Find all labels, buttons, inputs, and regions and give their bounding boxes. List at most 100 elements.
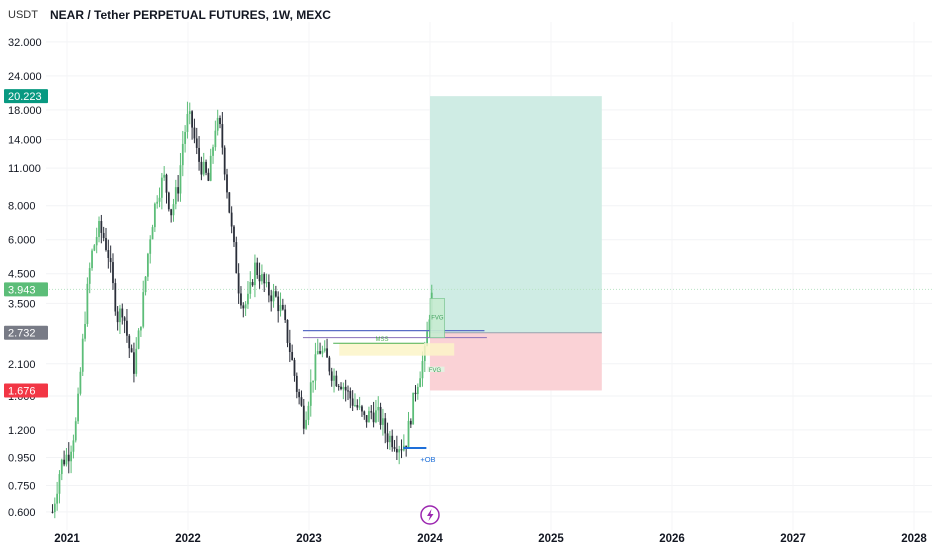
y-tick-label: 0.600: [8, 507, 36, 519]
candle-body: [160, 177, 163, 198]
candle-body: [412, 392, 415, 425]
candle-body: [77, 393, 79, 422]
candle-body: [144, 276, 147, 293]
candle-body: [163, 174, 166, 178]
candle-body: [247, 293, 249, 305]
candle-body: [242, 305, 245, 309]
y-tick-label: 11.000: [8, 163, 41, 175]
y-tick-label: 0.750: [8, 480, 36, 492]
candle-body: [407, 420, 410, 448]
fvg-zone: [429, 298, 445, 339]
candle-body: [219, 117, 221, 125]
candle-body: [307, 405, 310, 420]
price-tag-label: 2.732: [8, 328, 36, 340]
candle-body: [137, 330, 140, 349]
candle-body: [288, 342, 291, 352]
price-axis: 32.000 24.000 18.000 14.000 11.000 8.000 6.000…: [8, 37, 42, 519]
fvg-lower-label: FVG: [429, 368, 442, 374]
candle-body: [151, 227, 154, 240]
candle-body: [400, 449, 403, 451]
candle-body: [395, 448, 398, 453]
candle-body: [349, 390, 352, 399]
candle-body: [121, 308, 124, 318]
candle-body: [335, 375, 338, 387]
candle-body: [105, 238, 107, 251]
candle-body: [323, 348, 326, 351]
candle-body: [140, 326, 142, 331]
candle-body: [95, 237, 98, 246]
price-tag-label: 20.223: [8, 91, 42, 103]
candle-body: [181, 143, 184, 166]
candle-body: [291, 351, 294, 360]
candle-body: [165, 174, 168, 193]
candle-body: [53, 503, 56, 513]
candle-body: [244, 304, 247, 309]
candle-body: [102, 232, 105, 239]
stop-zone: [430, 332, 602, 391]
candle-body: [358, 406, 361, 408]
candle-body: [312, 380, 314, 383]
candle-body: [133, 352, 135, 374]
candle-body: [377, 406, 380, 411]
candle-body: [321, 350, 324, 354]
candle-body: [233, 226, 235, 243]
candle-body: [88, 268, 91, 284]
candle-body: [223, 147, 226, 175]
candle-body: [177, 187, 180, 194]
smc-overlays: MSS FVG FVG +OB: [302, 298, 487, 464]
candle-body: [179, 165, 182, 194]
candle-body: [295, 375, 298, 392]
x-tick-label: 2021: [54, 533, 80, 545]
y-tick-label: 24.000: [8, 71, 42, 83]
candle-body: [342, 386, 345, 390]
candle-body: [305, 419, 308, 429]
candle-body: [277, 296, 280, 312]
chart-title: NEAR / Tether PERPETUAL FUTURES, 1W, MEX…: [50, 8, 331, 22]
candle-body: [265, 282, 268, 284]
candle-body: [384, 418, 387, 434]
candle-body: [286, 319, 289, 343]
candle-body: [235, 242, 238, 274]
candle-body: [426, 331, 429, 347]
candle-body: [93, 245, 96, 251]
lightning-icon[interactable]: [420, 505, 440, 525]
candle-body: [361, 406, 363, 412]
candle-body: [409, 420, 412, 425]
x-tick-label: 2023: [296, 533, 322, 545]
candle-body: [172, 204, 175, 216]
candle-body: [156, 201, 159, 204]
candle-body: [372, 412, 375, 423]
fvg-lower-zone: [427, 366, 445, 372]
price-tag: [4, 89, 48, 104]
candle-body: [328, 357, 331, 372]
candle-body: [379, 406, 382, 425]
candle-body: [212, 147, 214, 156]
candle-body: [298, 391, 301, 398]
candle-body: [200, 161, 203, 175]
candle-body: [91, 250, 93, 269]
candle-body: [228, 192, 231, 213]
candle-body: [333, 375, 335, 381]
candle-body: [274, 291, 277, 297]
target-zone: [430, 96, 602, 333]
candle-body: [188, 111, 191, 115]
y-tick-label: 2.100: [8, 359, 36, 371]
candle-body: [142, 292, 145, 327]
candle-body: [375, 410, 377, 423]
candle-body: [237, 273, 240, 294]
price-tags: 20.223 3.943 2.732 1.676: [4, 89, 48, 398]
y-tick-label: 14.000: [8, 135, 42, 147]
candle-body: [51, 511, 54, 513]
candle-body: [207, 172, 210, 181]
candle-body: [226, 174, 228, 193]
candle-body: [388, 435, 391, 443]
candle-body: [261, 274, 263, 282]
position-zones: [46, 96, 932, 391]
order-block-label: +OB: [420, 455, 435, 464]
candle-body: [240, 293, 242, 306]
candle-body: [74, 421, 77, 441]
x-tick-label: 2022: [175, 533, 201, 545]
candle-body: [414, 392, 417, 395]
candle-body: [405, 445, 408, 448]
